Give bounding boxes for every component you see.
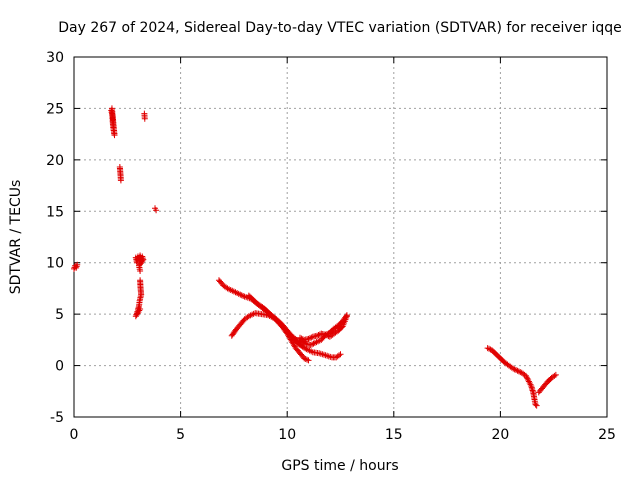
data-point <box>315 332 322 339</box>
data-point <box>137 267 144 274</box>
data-point <box>515 368 522 375</box>
x-tick-label: 25 <box>598 427 616 443</box>
plot-frame <box>73 56 608 418</box>
data-point <box>319 351 326 358</box>
data-point <box>301 340 308 347</box>
data-point <box>486 345 493 352</box>
data-point <box>293 336 300 343</box>
data-point <box>153 207 160 214</box>
data-point <box>552 371 559 378</box>
y-tick-label: 30 <box>46 50 64 66</box>
data-point <box>306 335 313 342</box>
data-point <box>522 372 529 379</box>
data-point <box>137 306 144 312</box>
data-point <box>320 351 327 358</box>
data-point <box>300 339 307 346</box>
data-point <box>337 351 344 358</box>
data-point <box>244 314 251 321</box>
data-point <box>316 350 323 357</box>
data-point <box>238 292 245 299</box>
data-point <box>298 335 305 342</box>
data-point <box>296 334 303 341</box>
data-point <box>301 355 308 362</box>
data-point <box>322 331 329 338</box>
data-point <box>343 312 350 319</box>
data-point <box>309 341 316 348</box>
data-point <box>237 291 244 298</box>
data-point <box>533 402 540 409</box>
data-point <box>317 350 324 357</box>
data-point <box>302 356 309 363</box>
data-point <box>323 331 330 338</box>
axis-ticks: 0 5 10 15 20 25 -5 0 5 10 15 20 25 30 <box>46 50 616 443</box>
data-point <box>117 177 124 184</box>
data-point <box>223 284 230 291</box>
x-tick-label: 20 <box>491 427 509 443</box>
y-axis-label: SDTVAR / TECUs <box>8 180 24 295</box>
data-points <box>71 105 559 409</box>
data-point <box>310 340 317 347</box>
data-point <box>108 105 115 112</box>
data-point <box>523 374 530 381</box>
data-point <box>327 353 334 360</box>
data-point <box>74 261 81 268</box>
y-tick-label: 25 <box>46 101 64 117</box>
data-point <box>514 367 521 374</box>
data-point <box>305 335 312 342</box>
data-point <box>324 352 331 359</box>
grid-lines <box>74 57 607 417</box>
data-point <box>532 401 539 408</box>
y-tick-label: 10 <box>46 256 64 272</box>
y-tick-label: 0 <box>55 359 64 375</box>
data-point <box>551 372 558 379</box>
y-tick-label: -5 <box>50 410 64 426</box>
data-point <box>307 342 314 348</box>
data-point <box>510 365 517 372</box>
x-tick-label: 15 <box>385 427 403 443</box>
data-point <box>484 345 491 352</box>
x-tick-label: 0 <box>70 427 79 443</box>
y-tick-label: 5 <box>55 307 64 323</box>
data-point <box>511 366 518 373</box>
y-tick-label: 15 <box>46 204 64 220</box>
data-point <box>305 357 312 364</box>
data-point <box>314 332 321 339</box>
data-point <box>240 292 247 299</box>
data-point <box>308 334 315 341</box>
y-tick-label: 20 <box>46 153 64 169</box>
data-point <box>304 356 311 363</box>
data-point <box>513 367 520 374</box>
data-point <box>141 115 148 122</box>
x-tick-label: 10 <box>278 427 296 443</box>
chart-title: Day 267 of 2024, Sidereal Day-to-day VTE… <box>58 20 622 36</box>
data-point <box>343 313 350 320</box>
x-axis-label: GPS time / hours <box>281 458 398 474</box>
data-point <box>336 352 343 359</box>
x-tick-label: 5 <box>176 427 185 443</box>
data-point <box>325 353 332 360</box>
data-point <box>322 352 329 359</box>
